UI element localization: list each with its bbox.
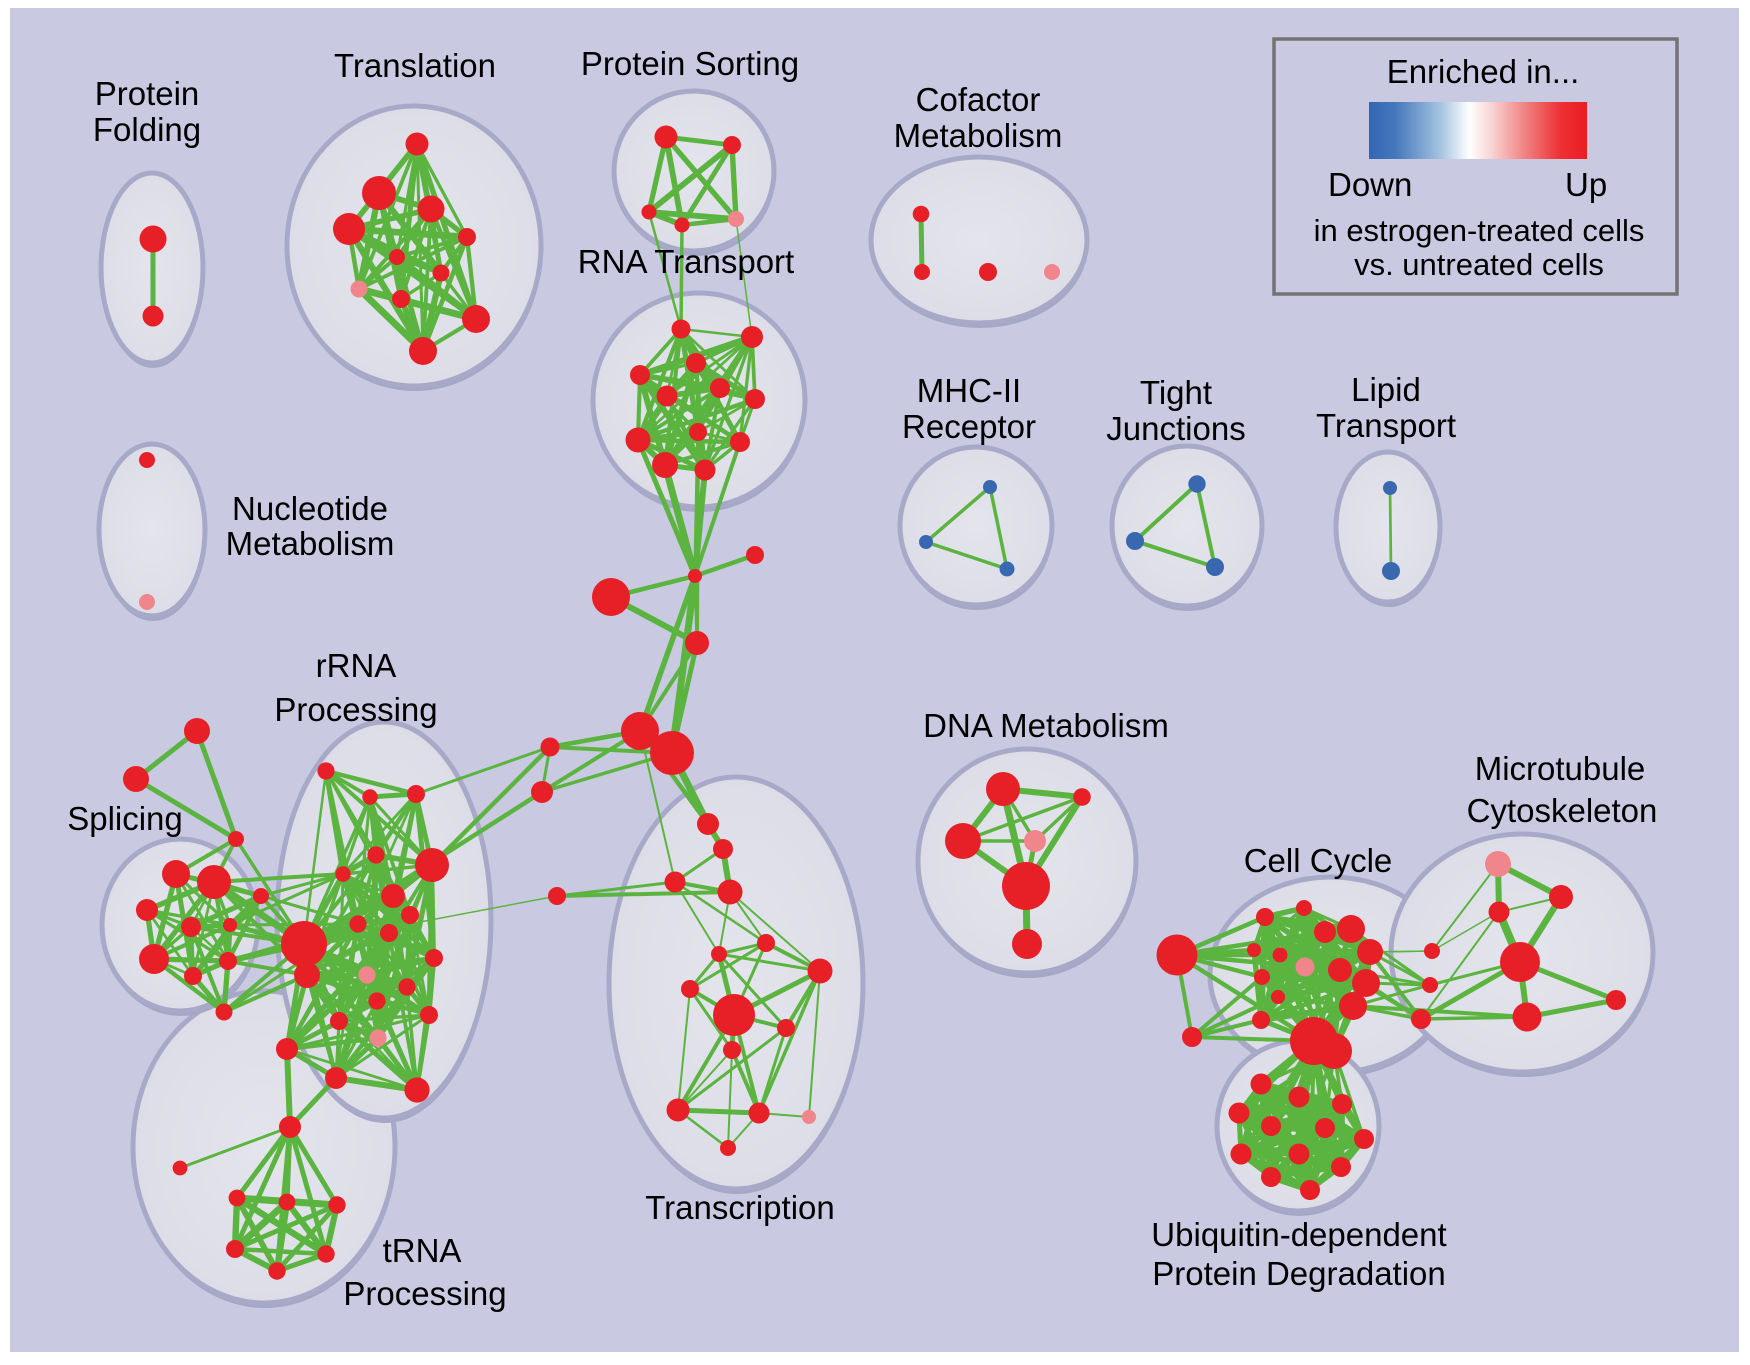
svg-text:Transcription: Transcription (645, 1189, 835, 1226)
svg-text:Folding: Folding (93, 111, 201, 148)
svg-text:Protein: Protein (95, 75, 200, 112)
svg-text:Ubiquitin-dependent: Ubiquitin-dependent (1151, 1216, 1446, 1253)
svg-text:Transport: Transport (1316, 407, 1456, 444)
svg-text:Microtubule: Microtubule (1475, 750, 1646, 787)
svg-text:tRNA: tRNA (383, 1232, 462, 1269)
svg-text:Down: Down (1328, 166, 1412, 203)
svg-text:Cell Cycle: Cell Cycle (1244, 842, 1393, 879)
svg-text:DNA Metabolism: DNA Metabolism (923, 707, 1169, 744)
svg-text:Enriched in...: Enriched in... (1387, 53, 1580, 90)
svg-text:Metabolism: Metabolism (894, 117, 1063, 154)
svg-text:Splicing: Splicing (67, 800, 183, 837)
svg-text:Processing: Processing (274, 691, 437, 728)
svg-text:RNA Transport: RNA Transport (578, 243, 794, 280)
svg-text:rRNA: rRNA (316, 647, 397, 684)
svg-text:vs. untreated cells: vs. untreated cells (1354, 247, 1604, 282)
svg-text:in estrogen-treated cells: in estrogen-treated cells (1314, 213, 1645, 248)
svg-text:Tight: Tight (1140, 374, 1212, 411)
svg-text:Processing: Processing (343, 1275, 506, 1312)
svg-text:Protein Degradation: Protein Degradation (1152, 1255, 1446, 1292)
svg-text:Receptor: Receptor (902, 408, 1036, 445)
svg-text:MHC-II: MHC-II (917, 372, 1021, 409)
svg-text:Up: Up (1565, 166, 1607, 203)
svg-text:Lipid: Lipid (1351, 371, 1421, 408)
svg-text:Cofactor: Cofactor (916, 81, 1041, 118)
svg-text:Junctions: Junctions (1106, 410, 1245, 447)
svg-text:Nucleotide: Nucleotide (232, 490, 388, 527)
svg-text:Protein Sorting: Protein Sorting (581, 45, 799, 82)
svg-text:Translation: Translation (334, 47, 496, 84)
svg-text:Metabolism: Metabolism (226, 525, 395, 562)
svg-text:Cytoskeleton: Cytoskeleton (1467, 792, 1658, 829)
